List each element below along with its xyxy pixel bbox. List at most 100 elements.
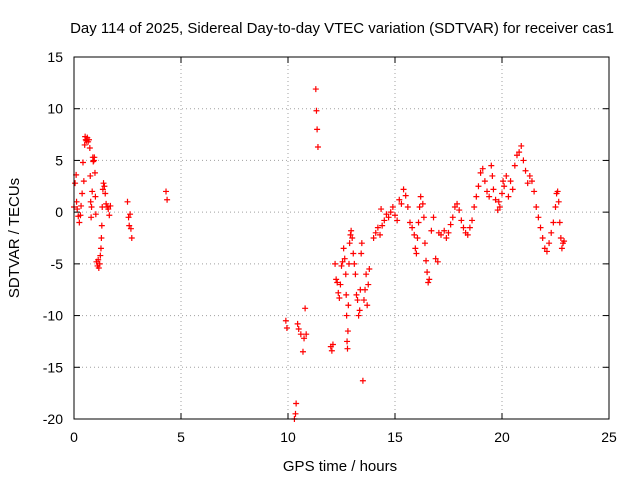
data-point <box>352 271 359 278</box>
data-point <box>404 203 411 210</box>
data-point <box>344 338 351 345</box>
data-point <box>164 196 171 203</box>
data-point <box>374 224 381 231</box>
data-point <box>488 162 495 169</box>
data-point <box>81 141 88 148</box>
y-axis-label: SDTVAR / TECUs <box>6 178 23 298</box>
data-point <box>366 266 373 273</box>
data-point <box>541 245 548 252</box>
data-point <box>526 172 533 179</box>
x-tick-label: 10 <box>280 429 296 445</box>
data-point <box>383 211 390 218</box>
data-point <box>425 279 432 286</box>
data-point <box>434 258 441 265</box>
data-point <box>535 214 542 221</box>
data-point <box>314 143 321 150</box>
data-point <box>86 145 93 152</box>
data-point <box>426 276 433 283</box>
data-point <box>421 240 428 247</box>
data-point <box>449 214 456 221</box>
data-point <box>413 250 420 257</box>
data-point <box>458 217 465 224</box>
data-point <box>303 331 310 338</box>
data-point <box>363 271 370 278</box>
data-point <box>102 190 109 197</box>
data-point <box>473 193 480 200</box>
data-point <box>400 186 407 193</box>
data-point <box>533 203 540 210</box>
data-point <box>91 154 98 161</box>
y-tick-label: -15 <box>43 359 63 375</box>
data-point <box>344 328 351 335</box>
data-point <box>314 126 321 133</box>
data-point <box>72 180 79 187</box>
data-point <box>347 231 354 238</box>
data-point <box>494 207 501 214</box>
data-point <box>345 260 352 267</box>
data-point <box>87 172 94 179</box>
data-point <box>350 250 357 257</box>
data-point <box>419 200 426 207</box>
data-point <box>95 264 102 271</box>
data-point <box>92 211 99 218</box>
data-point <box>550 219 557 226</box>
data-point <box>489 172 496 179</box>
data-point <box>414 235 421 241</box>
data-point <box>333 276 340 283</box>
data-point <box>495 198 502 205</box>
data-point <box>409 224 416 231</box>
y-tick-label: 5 <box>55 152 63 168</box>
data-point <box>518 142 525 149</box>
data-point <box>163 188 170 195</box>
data-point <box>417 193 424 200</box>
data-point <box>456 207 463 214</box>
data-point <box>90 158 97 165</box>
data-point <box>561 238 568 245</box>
data-point <box>492 196 499 203</box>
data-point <box>334 279 341 286</box>
data-point <box>341 255 348 262</box>
data-point <box>531 188 538 195</box>
grid <box>74 57 609 419</box>
axis-ticks: 0 5 10 15 20 25 15 10 5 0 -5 -10 -15 -20 <box>43 49 617 445</box>
data-point <box>88 214 95 221</box>
data-point <box>370 235 377 241</box>
data-point <box>490 186 497 193</box>
data-point <box>406 219 413 226</box>
data-point <box>124 198 131 205</box>
data-point <box>389 203 396 210</box>
data-point <box>477 169 484 176</box>
data-point <box>355 312 362 319</box>
data-point <box>96 260 103 267</box>
data-point <box>127 211 134 218</box>
data-point <box>351 260 358 267</box>
data-point <box>372 229 379 236</box>
data-point <box>338 262 345 269</box>
data-point <box>329 341 336 348</box>
data-point <box>98 222 105 229</box>
data-point <box>381 217 388 224</box>
data-point <box>360 297 367 304</box>
x-tick-label: 0 <box>70 429 78 445</box>
data-point <box>335 289 342 296</box>
data-point <box>484 188 491 195</box>
data-point <box>423 257 430 264</box>
data-point <box>466 224 473 231</box>
data-point <box>554 188 561 195</box>
data-point <box>451 203 458 210</box>
data-point <box>292 410 299 417</box>
data-point <box>412 245 419 252</box>
data-point <box>501 183 508 190</box>
data-point <box>377 231 384 238</box>
data-point <box>398 200 405 207</box>
data-point <box>428 227 435 234</box>
data-point <box>85 136 92 143</box>
data-point <box>378 206 385 213</box>
data-point <box>92 193 99 200</box>
data-point <box>89 188 96 195</box>
chart-title: Day 114 of 2025, Sidereal Day-to-day VTE… <box>70 20 614 37</box>
data-point <box>87 198 94 205</box>
y-tick-label: 0 <box>55 204 63 220</box>
data-point <box>294 320 301 327</box>
data-point <box>127 225 134 232</box>
